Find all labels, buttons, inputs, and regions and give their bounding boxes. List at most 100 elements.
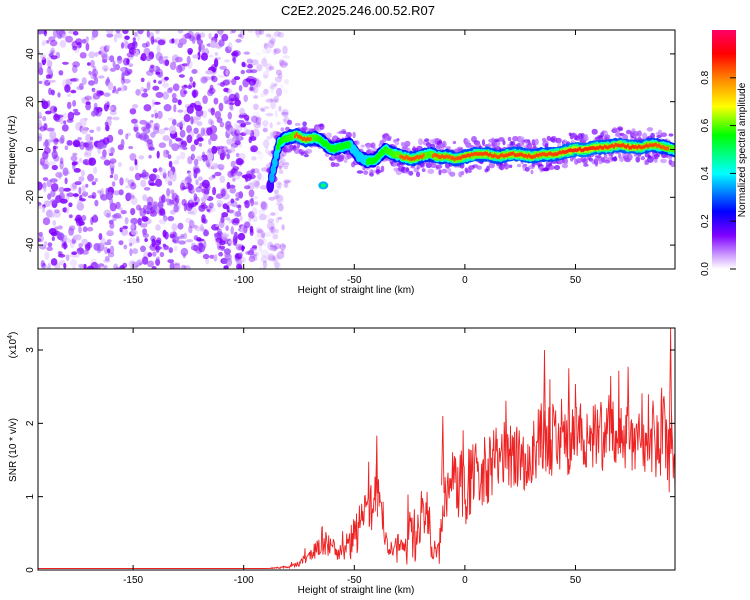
noise-speckle [104,246,109,255]
noise-speckle [58,251,63,256]
noise-speckle [97,190,102,194]
ridge-core [563,150,566,155]
noise-speckle [199,44,205,50]
noise-speckle [98,75,105,79]
noise-speckle [89,129,95,133]
noise-speckle [252,245,258,249]
snr-peak [567,368,571,470]
noise-speckle [38,50,41,55]
noise-speckle [161,245,167,252]
noise-speckle [138,134,143,139]
noise-speckle [176,155,181,161]
noise-speckle [156,256,160,261]
noise-speckle [196,155,203,162]
snr-panel: -150 -100 -50 0 50 0 1 2 3 Height of straight l… [7,327,676,596]
noise-speckle [192,244,198,252]
noise-speckle [210,120,215,126]
ridge-halo [370,169,374,174]
noise-speckle [199,224,204,232]
noise-speckle [85,133,92,143]
noise-speckle [145,207,151,211]
noise-speckle [273,243,281,250]
noise-speckle [200,127,206,136]
ridge-halo [461,170,465,176]
ridge-core [589,146,592,151]
noise-speckle [164,76,169,81]
noise-speckle [153,174,160,180]
ridge-core [297,134,300,139]
noise-speckle [282,183,290,189]
noise-speckle [120,228,129,236]
noise-speckle [162,243,167,248]
noise-speckle [173,263,181,269]
noise-speckle [243,225,248,234]
noise-speckle [178,74,185,78]
noise-speckle [129,108,137,115]
noise-speckle [187,156,193,165]
noise-speckle [275,181,283,188]
noise-speckle [218,251,224,257]
ridge-halo [656,134,662,139]
noise-speckle [236,125,243,134]
noise-speckle [38,30,42,35]
noise-speckle [218,102,224,112]
noise-speckle [250,145,258,153]
noise-speckle [253,121,262,129]
ridge-core [406,156,410,161]
noise-speckle [202,253,210,260]
noise-speckle [126,192,132,201]
noise-speckle [83,152,92,158]
noise-speckle [125,185,131,189]
noise-speckle [168,160,173,168]
noise-speckle [38,133,43,140]
noise-speckle [262,70,270,78]
y-tick-label: -40 [25,237,36,252]
ridge-core [461,154,464,159]
noise-speckle [118,189,124,196]
noise-speckle [103,159,111,166]
noise-speckle [80,126,89,135]
noise-speckle [168,247,173,254]
noise-speckle [233,217,240,224]
noise-speckle [105,213,111,218]
noise-speckle [91,181,97,186]
ridge-core [663,146,667,151]
noise-speckle [133,125,139,132]
noise-speckle [197,38,203,46]
noise-speckle [270,85,274,94]
noise-speckle [91,95,97,102]
noise-speckle [236,119,245,124]
ridge-halo [408,170,414,176]
noise-speckle [172,83,180,92]
noise-speckle [93,214,98,220]
noise-speckle [276,251,285,260]
noise-speckle [42,151,49,160]
noise-speckle [179,151,186,160]
noise-speckle [277,31,285,38]
ridge-halo [370,142,376,149]
noise-speckle [258,209,265,215]
noise-speckle [44,251,50,261]
noise-speckle [245,251,251,255]
noise-speckle [172,119,177,126]
noise-speckle [91,110,97,117]
noise-speckle [187,174,192,184]
noise-speckle [202,95,208,104]
noise-speckle [187,183,193,191]
ridge-halo [396,138,400,142]
colorbar-tick-label: 0.0 [700,262,711,276]
noise-speckle [270,98,278,103]
noise-speckle [164,59,170,67]
noise-speckle [77,263,86,268]
noise-speckle [241,245,245,252]
noise-speckle [280,249,285,254]
noise-region [38,30,292,269]
y-tick-label: 0 [25,146,36,152]
noise-speckle [152,251,157,257]
ridge-halo [562,139,568,143]
ridge-core [547,151,551,156]
noise-speckle [141,92,149,98]
noise-speckle [50,189,56,198]
ridge-core [309,136,312,141]
noise-speckle [106,30,114,35]
